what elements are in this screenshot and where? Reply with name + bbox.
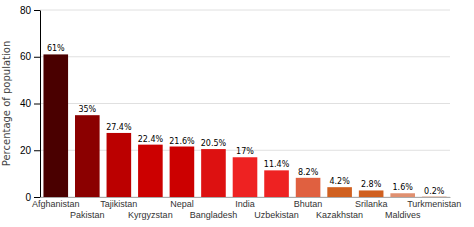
x-tick: Turkmenistan (407, 197, 461, 209)
x-tick-label: Nepal (170, 199, 194, 209)
x-tick-label: Afghanistan (32, 199, 80, 209)
bar (138, 145, 163, 197)
data-label: 21.6% (169, 137, 195, 146)
x-tick: Tajikistan (100, 197, 137, 209)
x-tick: Afghanistan (32, 197, 80, 209)
bar (390, 193, 415, 197)
x-tick: Nepal (170, 197, 194, 209)
data-label: 17% (236, 147, 254, 156)
x-tick-label: Turkmenistan (407, 199, 461, 209)
bar (75, 115, 100, 197)
data-label: 61% (47, 44, 65, 53)
data-label: 0.2% (424, 187, 445, 196)
x-tick-label: Kyrgyzstan (128, 210, 173, 220)
y-tick: 60 (20, 51, 40, 62)
x-tick: Uzbekistan (254, 197, 299, 220)
chart-container: 0 20 40 60 80 AfghanistanPakistanTajikistanKy… (0, 0, 474, 227)
x-tick: Bangladesh (190, 197, 238, 220)
x-axis-line (41, 197, 451, 198)
x-tick: India (235, 197, 255, 209)
bar (43, 54, 68, 197)
x-tick-label: Tajikistan (100, 199, 137, 209)
bar (170, 147, 195, 197)
y-tick-mark (34, 104, 40, 105)
x-tick: Srilanka (355, 197, 388, 209)
bars (43, 54, 446, 197)
y-axis-line (40, 11, 41, 198)
bar (296, 178, 321, 197)
bar (359, 190, 384, 197)
y-tick: 20 (20, 145, 40, 156)
grid-line (40, 56, 450, 57)
x-tick-label: Uzbekistan (254, 210, 299, 220)
data-labels: 61% 35% 27.4% 22.4% 21.6% 20.5% 17% 11.4% 8.2% 4.… (47, 44, 445, 195)
data-label: 1.6% (393, 183, 414, 192)
x-tick-label: Kazakhstan (316, 210, 363, 220)
y-axis: 0 20 40 60 80 (20, 5, 41, 203)
data-label: 35% (78, 105, 96, 114)
data-label: 8.2% (298, 168, 319, 177)
x-tick: Kyrgyzstan (128, 197, 173, 220)
y-tick-mark (34, 150, 40, 151)
y-tick-label: 80 (20, 5, 32, 16)
grid-line (40, 10, 450, 11)
x-axis: AfghanistanPakistanTajikistanKyrgyzstanN… (32, 197, 461, 220)
data-label: 4.2% (329, 177, 350, 186)
data-label: 20.5% (201, 139, 227, 148)
bar (327, 187, 352, 197)
x-tick: Bhutan (294, 197, 323, 209)
y-tick: 80 (20, 5, 40, 16)
x-tick-label: India (235, 199, 255, 209)
y-tick: 40 (20, 98, 40, 109)
x-tick-label: Bangladesh (190, 210, 238, 220)
y-tick-mark (34, 57, 40, 58)
y-tick-mark (34, 197, 40, 198)
bar (233, 157, 258, 197)
x-tick-label: Bhutan (294, 199, 323, 209)
x-tick-label: Pakistan (70, 210, 105, 220)
grid (40, 10, 450, 197)
y-tick-label: 40 (20, 98, 32, 109)
y-axis-title: Percentage of population (1, 41, 12, 166)
data-label: 2.8% (361, 180, 382, 189)
chart-svg: 0 20 40 60 80 AfghanistanPakistanTajikistanKy… (0, 0, 474, 227)
plot-area: 0 20 40 60 80 AfghanistanPakistanTajikistanKy… (1, 5, 461, 221)
bar (107, 133, 132, 197)
y-tick-label: 60 (20, 51, 32, 62)
bar (201, 149, 226, 197)
grid-line (40, 103, 450, 104)
bar (264, 170, 289, 197)
data-label: 22.4% (138, 135, 164, 144)
x-tick-label: Maldives (385, 210, 421, 220)
data-label: 27.4% (106, 123, 132, 132)
x-tick-label: Srilanka (355, 199, 388, 209)
y-tick-label: 0 (25, 192, 31, 203)
y-tick-label: 20 (20, 145, 32, 156)
data-label: 11.4% (264, 160, 290, 169)
bar (422, 196, 447, 197)
y-tick-mark (34, 10, 40, 11)
